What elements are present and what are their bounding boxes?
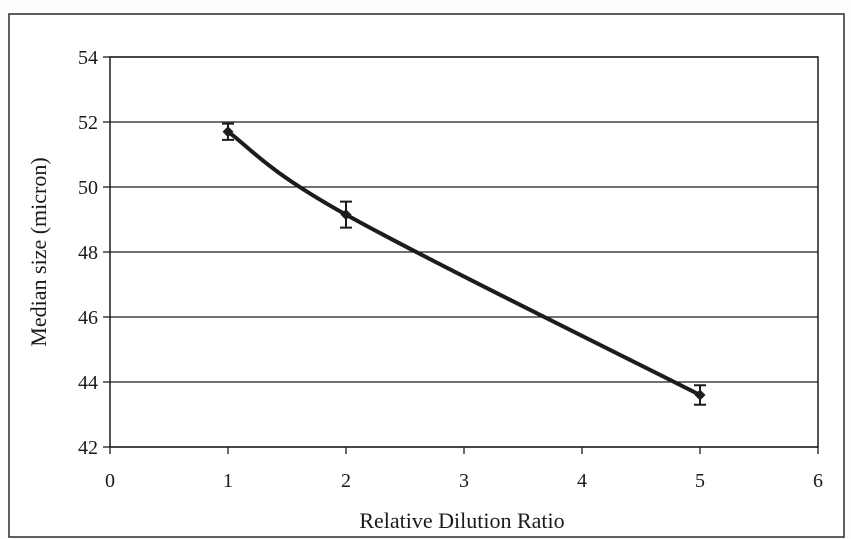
y-axis: 42 44 46 48 50 52 54 — [78, 47, 110, 459]
y-tick-label: 48 — [78, 242, 98, 264]
series-layer — [222, 122, 706, 406]
x-tick-label: 4 — [577, 470, 587, 492]
grid-lines — [110, 56, 818, 448]
x-tick-label: 0 — [105, 470, 115, 492]
y-tick-label: 50 — [78, 177, 98, 199]
x-tick-label: 6 — [813, 470, 823, 492]
data-point-marker — [340, 209, 352, 221]
y-tick-label: 54 — [78, 47, 98, 69]
y-axis-title: Median size (micron) — [26, 157, 51, 346]
x-tick-label: 2 — [341, 470, 351, 492]
x-axis: 0 1 2 3 4 5 6 — [105, 447, 823, 492]
x-tick-label: 3 — [459, 470, 469, 492]
series-line — [226, 129, 702, 397]
x-axis-title: Relative Dilution Ratio — [359, 508, 564, 533]
y-tick-label: 44 — [78, 372, 98, 394]
x-tick-label: 5 — [695, 470, 705, 492]
y-tick-label: 42 — [78, 437, 98, 459]
data-point-marker — [694, 389, 706, 401]
y-tick-label: 46 — [78, 307, 98, 329]
x-tick-label: 1 — [223, 470, 233, 492]
data-point-marker — [222, 126, 234, 138]
y-tick-label: 52 — [78, 112, 98, 134]
